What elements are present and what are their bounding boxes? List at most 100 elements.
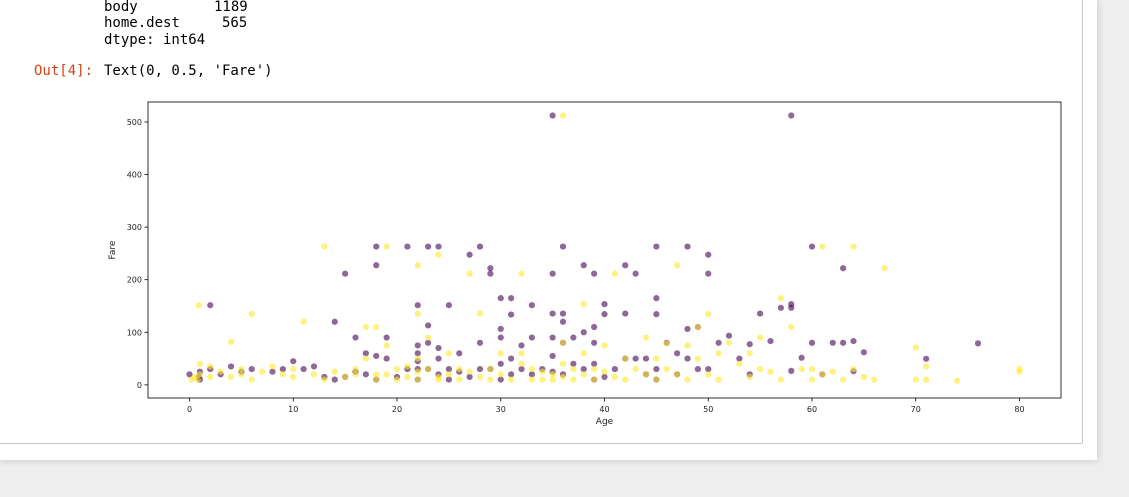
data-point xyxy=(684,342,691,349)
series-value: 565 xyxy=(222,15,248,31)
data-point xyxy=(528,376,535,383)
data-point xyxy=(404,373,411,381)
data-point xyxy=(798,354,805,361)
data-point xyxy=(611,270,618,277)
data-point xyxy=(808,339,816,346)
code-cell-output[interactable]: body 1189 home.dest 565 dtype: int64 Out[4… xyxy=(0,0,1083,444)
data-point xyxy=(549,376,556,383)
data-point xyxy=(549,310,556,317)
data-point xyxy=(497,371,504,378)
data-point xyxy=(248,365,255,373)
data-point xyxy=(373,376,380,383)
data-point xyxy=(632,270,639,277)
data-point xyxy=(601,301,608,308)
data-point xyxy=(414,342,421,349)
data-point xyxy=(259,368,266,375)
data-point xyxy=(497,325,504,333)
data-point xyxy=(808,365,816,373)
data-point xyxy=(196,371,203,378)
data-point xyxy=(559,112,567,119)
data-point xyxy=(808,243,816,250)
data-point xyxy=(404,243,411,250)
data-point xyxy=(829,368,836,375)
data-point xyxy=(840,339,847,346)
data-point xyxy=(321,243,328,250)
data-point xyxy=(290,358,297,365)
plot-frame xyxy=(147,101,1062,399)
data-point xyxy=(269,363,276,370)
data-point xyxy=(570,360,577,367)
data-point xyxy=(767,368,774,375)
x-tick-label: 30 xyxy=(496,405,506,414)
x-axis-label: Age xyxy=(596,417,614,427)
data-point xyxy=(383,355,390,362)
data-point xyxy=(445,371,452,378)
data-point xyxy=(497,350,504,357)
y-axis: 0 100 200 300 400 500 xyxy=(127,118,148,390)
series-index-label: home.dest xyxy=(104,15,180,31)
data-point xyxy=(622,376,629,383)
data-point xyxy=(435,251,442,258)
data-point xyxy=(331,376,338,383)
data-point xyxy=(373,262,380,269)
data-point xyxy=(487,270,494,277)
data-point xyxy=(850,365,857,373)
x-tick-label: 50 xyxy=(703,405,713,414)
data-point xyxy=(269,368,276,375)
points-layer xyxy=(186,112,1023,384)
data-point xyxy=(829,339,836,346)
data-point xyxy=(476,339,484,346)
x-tick-label: 70 xyxy=(911,405,921,414)
data-point xyxy=(912,376,919,383)
data-point xyxy=(393,365,401,373)
data-point xyxy=(207,373,214,381)
data-point xyxy=(487,365,494,373)
data-point xyxy=(788,304,795,311)
data-point xyxy=(549,371,556,378)
data-point xyxy=(694,323,701,331)
data-point xyxy=(549,334,556,341)
data-point xyxy=(373,323,380,331)
data-point xyxy=(466,368,473,375)
data-point xyxy=(279,365,286,373)
data-point xyxy=(923,355,930,362)
data-point xyxy=(549,112,556,119)
stdout-line: home.dest 565 xyxy=(104,15,247,31)
data-point xyxy=(788,112,795,119)
data-point xyxy=(373,371,380,378)
data-point xyxy=(559,360,567,367)
y-tick-label: 0 xyxy=(137,381,142,390)
data-point xyxy=(373,352,380,360)
data-point xyxy=(591,339,598,346)
data-point xyxy=(362,371,369,378)
data-point xyxy=(508,295,515,302)
data-point xyxy=(642,371,650,378)
data-point xyxy=(528,371,535,378)
data-point xyxy=(435,243,442,250)
data-point xyxy=(559,243,567,250)
data-point xyxy=(456,365,463,373)
data-point xyxy=(746,350,753,357)
data-point xyxy=(508,311,515,318)
data-point xyxy=(653,243,660,250)
data-point xyxy=(850,338,857,345)
data-point xyxy=(300,365,307,373)
data-point xyxy=(497,334,504,341)
data-point xyxy=(414,310,421,317)
data-point xyxy=(414,350,421,357)
data-point xyxy=(290,365,297,373)
data-point xyxy=(663,340,670,347)
data-point xyxy=(580,350,587,357)
data-point xyxy=(705,371,712,378)
data-point xyxy=(591,323,598,331)
data-point xyxy=(705,251,712,258)
data-point xyxy=(487,265,494,272)
data-point xyxy=(195,302,202,309)
data-point xyxy=(414,302,421,309)
data-point xyxy=(362,355,369,362)
data-point xyxy=(871,376,878,383)
data-point xyxy=(248,310,255,317)
data-point xyxy=(788,323,795,331)
data-point xyxy=(238,371,245,378)
data-point xyxy=(591,365,598,373)
